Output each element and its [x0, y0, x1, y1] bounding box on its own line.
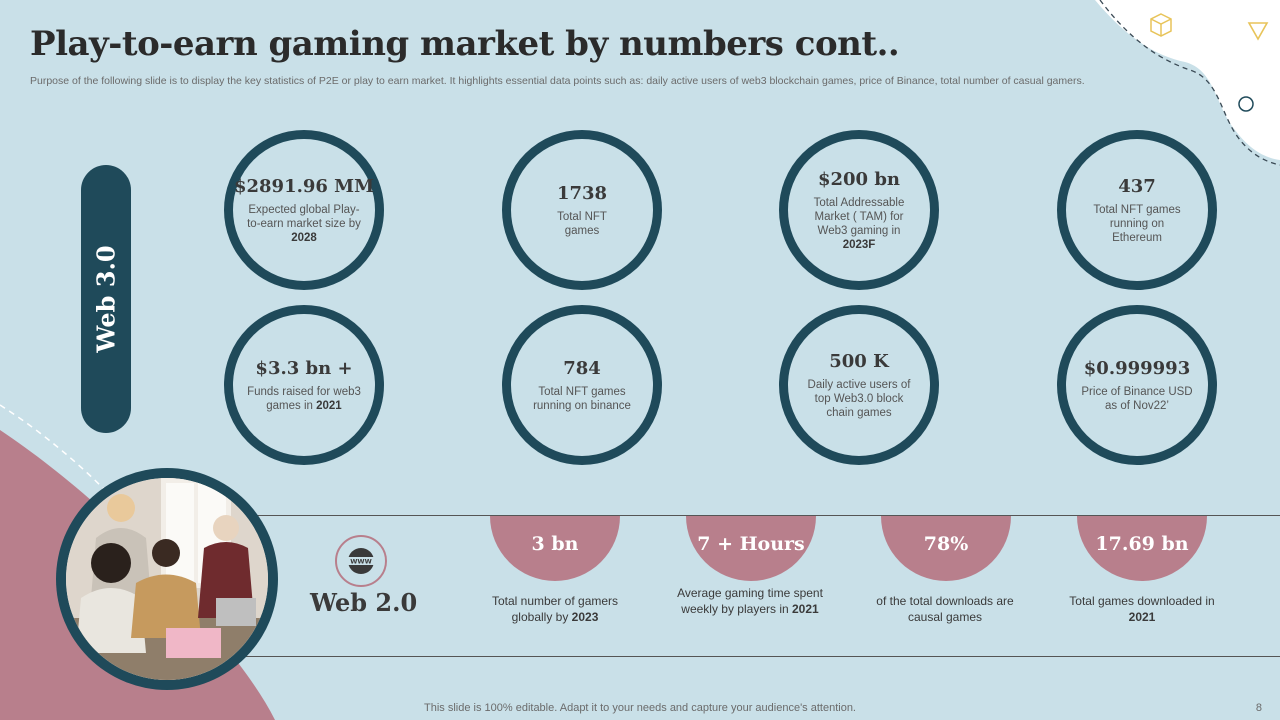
- stat-description: of the total downloads are causal games: [876, 594, 1014, 624]
- stat-description: Price of Binance USD as of Nov22’: [1081, 385, 1193, 412]
- web3-stat-ring: $200 bn Total Addressable Market ( TAM) …: [779, 130, 939, 290]
- stat-description: Funds raised for web3 games in 2021: [247, 385, 361, 412]
- divider-line: [210, 515, 1280, 516]
- circle-outline-icon: [1238, 96, 1254, 112]
- stat-value: 784: [563, 357, 601, 379]
- stat-value: 78%: [923, 532, 969, 555]
- web3-stat-ring: $3.3 bn + Funds raised for web3 games in…: [224, 305, 384, 465]
- web3-stat-ring: 437 Total NFT games running on Ethereum: [1057, 130, 1217, 290]
- stat-value: 3 bn: [531, 532, 579, 555]
- stat-description: Total NFT games: [557, 210, 607, 237]
- stat-value: 437: [1118, 175, 1156, 197]
- triangle-icon: [1247, 22, 1269, 41]
- footer-note: This slide is 100% editable. Adapt it to…: [424, 702, 856, 714]
- stat-description: Expected global Play-to-earn market size…: [247, 203, 361, 244]
- stat-description: Total NFT games running on Ethereum: [1093, 203, 1181, 244]
- web3-stat-ring: $2891.96 MM Expected global Play-to-earn…: [224, 130, 384, 290]
- stat-description: Total number of gamers globally by 2023: [491, 594, 619, 624]
- page-title: Play-to-earn gaming market by numbers co…: [30, 24, 900, 64]
- stat-value: $2891.96 MM: [233, 175, 375, 197]
- web3-stat-ring: 1738 Total NFT games: [502, 130, 662, 290]
- web2-label: Web 2.0: [310, 588, 418, 617]
- cube-icon: [1150, 13, 1172, 37]
- stat-value: 7 + Hours: [697, 532, 805, 555]
- stat-value: $0.999993: [1083, 357, 1191, 379]
- web2-stat-badge: 7 + Hours: [686, 516, 816, 581]
- svg-text:WWW: WWW: [350, 558, 372, 566]
- stat-value: 17.69 bn: [1095, 532, 1189, 555]
- divider-line: [210, 656, 1280, 657]
- stat-value: 500 K: [829, 350, 889, 372]
- globe-www-icon: WWW: [335, 535, 387, 587]
- web3-stat-ring: $0.999993 Price of Binance USD as of Nov…: [1057, 305, 1217, 465]
- stat-description: Total NFT games running on binance: [533, 385, 631, 412]
- page-subtitle: Purpose of the following slide is to dis…: [30, 75, 1085, 87]
- stat-value: $3.3 bn +: [255, 357, 353, 379]
- stat-description: Average gaming time spent weekly by play…: [677, 586, 823, 616]
- page-number: 8: [1255, 702, 1262, 714]
- team-photo: [66, 478, 268, 680]
- stat-description: Daily active users of top Web3.0 block c…: [807, 378, 911, 419]
- web3-label: Web 3.0: [91, 245, 121, 353]
- team-photo-frame: [56, 468, 278, 690]
- stat-value: $200 bn: [817, 168, 901, 190]
- stat-description: Total Addressable Market ( TAM) for Web3…: [813, 196, 905, 251]
- stat-description: Total games downloaded in 2021: [1069, 594, 1215, 624]
- stat-value: 1738: [556, 182, 608, 204]
- web3-label-pill: Web 3.0: [81, 165, 131, 433]
- web3-stat-ring: 784 Total NFT games running on binance: [502, 305, 662, 465]
- web3-stat-ring: 500 K Daily active users of top Web3.0 b…: [779, 305, 939, 465]
